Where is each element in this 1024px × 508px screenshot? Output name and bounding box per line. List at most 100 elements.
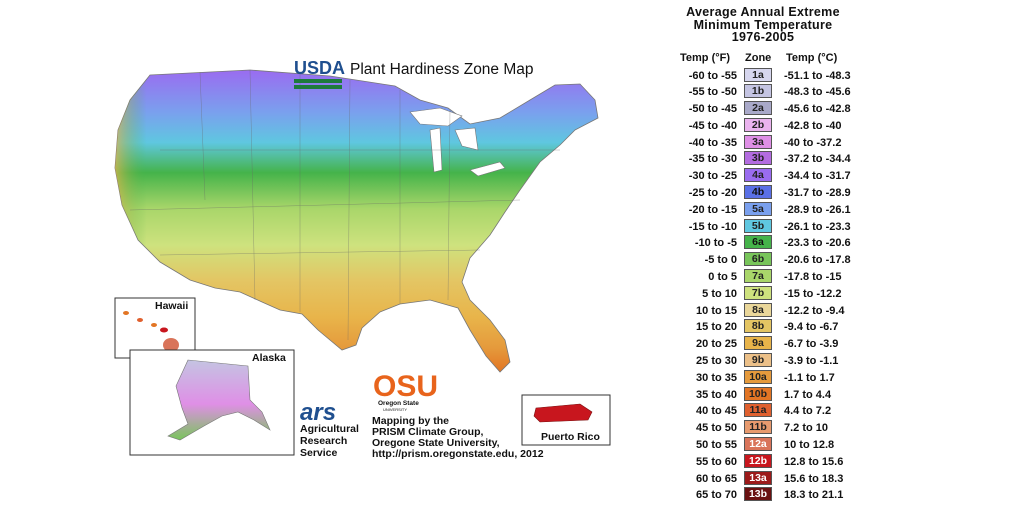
legend-temp-c: -51.1 to -48.3 [784,69,851,82]
legend-row: -55 to -50 1b -48.3 to -45.6 [668,84,868,101]
osu-logo-sub: Oregon State [378,400,419,407]
legend-zone-swatch: 4a [744,168,772,183]
legend-row: 50 to 55 12a 10 to 12.8 [668,437,868,454]
legend-row: -25 to -20 4b -31.7 to -28.9 [668,185,868,202]
ars-logo-mark: ars [300,399,336,426]
legend-temp-f: -55 to -50 [688,86,737,99]
legend-row: -10 to -5 6a -23.3 to -20.6 [668,235,868,252]
legend-row: 0 to 5 7a -17.8 to -15 [668,269,868,286]
legend-zone-swatch: 11b [744,420,772,435]
legend-row: -15 to -10 5b -26.1 to -23.3 [668,218,868,236]
legend-temp-c: -1.1 to 1.7 [784,371,835,384]
legend-zone-swatch: 10b [744,386,772,401]
legend-zone-swatch: 4b [744,185,772,200]
legend-row: 40 to 45 11a 4.4 to 7.2 [668,403,868,420]
legend-temp-f: 20 to 25 [696,338,737,351]
legend-header: Temp (°F) Zone Temp (°C) [668,52,868,68]
legend-zone-swatch: 8b [744,319,772,334]
legend-temp-f: -30 to -25 [688,170,737,183]
legend-temp-c: 10 to 12.8 [784,439,835,452]
legend-temp-f: -15 to -10 [688,220,737,233]
puerto-rico-inset: Puerto Rico [521,394,611,446]
legend-temp-c: 18.3 to 21.1 [784,489,844,502]
legend-title-line-3: 1976-2005 [731,30,795,44]
legend-temp-c: -45.6 to -42.8 [784,103,851,116]
legend-temp-c: -26.1 to -23.3 [784,220,851,233]
legend-row: 30 to 35 10a -1.1 to 1.7 [668,369,868,387]
legend-temp-f: 15 to 20 [696,321,737,334]
legend-temp-c: -12.2 to -9.4 [784,304,845,317]
osu-logo-mark: OSU [373,370,438,403]
legend-temp-c: -40 to -37.2 [784,136,842,149]
col-temp-c: Temp (°C) [786,51,838,64]
osu-logo-sub2: UNIVERSITY [383,407,407,412]
mapping-line-1: Mapping by the [372,415,449,427]
legend-temp-f: 35 to 40 [696,388,737,401]
legend-title-line-2: Minimum Temperature [693,17,833,32]
legend-zone-swatch: 7b [744,285,772,300]
legend-row: -35 to -30 3b -37.2 to -34.4 [668,151,868,168]
legend-temp-f: 55 to 60 [696,455,737,468]
legend-zone-swatch: 5a [744,201,772,216]
zone-legend: Average Annual Extreme Minimum Temperatu… [668,6,868,504]
legend-row: 20 to 25 9a -6.7 to -3.9 [668,336,868,353]
legend-temp-f: -20 to -15 [688,203,737,216]
legend-temp-f: 5 to 10 [702,287,737,300]
legend-temp-f: -5 to 0 [704,254,737,267]
legend-row: 65 to 70 13b 18.3 to 21.1 [668,487,868,504]
legend-temp-f: -60 to -55 [688,69,737,82]
legend-zone-swatch: 6b [744,252,772,267]
usda-logo: USDA [294,58,345,89]
legend-temp-f: 30 to 35 [696,371,737,384]
legend-row: 10 to 15 8a -12.2 to -9.4 [668,302,868,320]
hardiness-map: USDA Plant Hardiness Zone Map Hawaii Ala… [114,58,611,460]
alaska-label: Alaska [252,352,286,364]
legend-temp-f: 45 to 50 [696,422,737,435]
legend-row: -60 to -55 1a -51.1 to -48.3 [668,67,868,85]
legend-row: 25 to 30 9b -3.9 to -1.1 [668,353,868,370]
legend-zone-swatch: 12a [744,437,772,452]
legend-temp-c: 15.6 to 18.3 [784,472,844,485]
legend-zone-swatch: 3a [744,134,772,149]
legend-temp-c: 1.7 to 4.4 [784,388,832,401]
osu-logo: OSU Oregon State UNIVERSITY [373,370,438,412]
legend-row: 45 to 50 11b 7.2 to 10 [668,420,868,437]
legend-temp-c: -3.9 to -1.1 [784,355,839,368]
contiguous-us [114,69,599,373]
legend-temp-f: -40 to -35 [688,136,737,149]
legend-zone-swatch: 9b [744,353,772,368]
mapping-line-3: Oregone State University, [372,437,500,449]
legend-zone-swatch: 2b [744,117,772,132]
legend-temp-f: 25 to 30 [696,355,737,368]
legend-temp-f: -50 to -45 [688,103,737,116]
legend-row: -40 to -35 3a -40 to -37.2 [668,134,868,152]
legend-temp-c: -15 to -12.2 [784,287,842,300]
legend-zone-swatch: 13b [744,487,772,502]
legend-temp-f: -25 to -20 [688,187,737,200]
legend-zone-swatch: 3b [744,151,772,166]
mapping-line-2: PRISM Climate Group, [372,426,484,438]
legend-zone-swatch: 5b [744,218,772,233]
legend-temp-c: -42.8 to -40 [784,119,842,132]
legend-zone-swatch: 1b [744,84,772,99]
legend-zone-swatch: 1a [744,67,772,82]
ars-line-1: Agricultural [300,423,359,435]
legend-row: -50 to -45 2a -45.6 to -42.8 [668,101,868,118]
legend-row: -45 to -40 2b -42.8 to -40 [668,117,868,135]
legend-temp-c: -23.3 to -20.6 [784,237,851,250]
legend-zone-swatch: 11a [744,403,772,418]
mapping-line-4: http://prism.oregonstate.edu, 2012 [372,448,544,460]
legend-temp-f: -45 to -40 [688,119,737,132]
legend-temp-c: -31.7 to -28.9 [784,187,851,200]
hawaii-label: Hawaii [155,300,188,312]
legend-temp-c: 12.8 to 15.6 [784,455,844,468]
ars-logo: ars [300,399,336,426]
map-title: Plant Hardiness Zone Map [350,61,534,78]
legend-temp-c: 4.4 to 7.2 [784,405,832,418]
legend-temp-c: -17.8 to -15 [784,271,842,284]
ars-line-3: Service [300,447,338,459]
legend-zone-swatch: 13a [744,470,772,485]
legend-temp-f: -10 to -5 [694,237,737,250]
legend-zone-swatch: 6a [744,235,772,250]
legend-zone-swatch: 10a [744,369,772,384]
